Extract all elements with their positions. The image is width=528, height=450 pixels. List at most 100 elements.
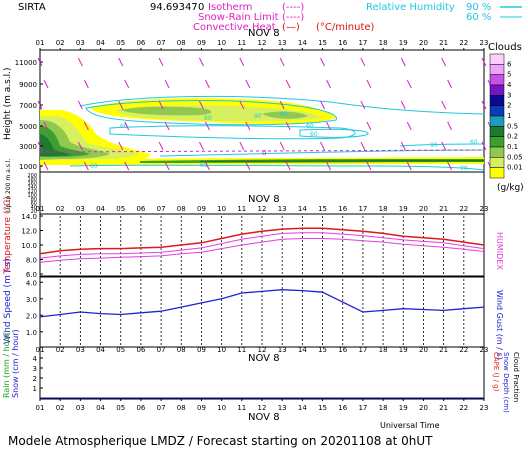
top-hour-08: 08 <box>177 39 186 47</box>
bottom-hour-23: 23 <box>480 404 489 412</box>
wind-arrow <box>400 100 406 110</box>
mid-hour-01: 01 <box>36 205 45 213</box>
wind-panel: 4.0 3.0 2.0 1.0 Wind Speed (m / s) Wind Gus… <box>3 258 504 360</box>
rh-label: 90 <box>430 142 438 149</box>
wind-arrow <box>326 79 331 89</box>
rain-hour-01: 01 <box>36 346 45 354</box>
wind-arrow <box>400 57 406 67</box>
cloud-fraction-ylabel: Cloud Fraction <box>512 352 520 402</box>
surface-tick-40: 40 <box>31 205 37 211</box>
bottom-hour-19: 19 <box>399 404 408 412</box>
bottom-hour-14: 14 <box>298 404 307 412</box>
wind-arrow <box>279 141 285 151</box>
wind-tick-4.0: 4.0 <box>26 279 37 287</box>
mid-hour-06: 06 <box>136 205 145 213</box>
wind-arrow <box>245 79 251 89</box>
top-hour-22: 22 <box>459 39 468 47</box>
rh-contour-90-upper <box>85 100 337 126</box>
rain-hour-21: 21 <box>439 346 448 354</box>
bottom-hour-11: 11 <box>237 404 246 412</box>
clouds-level-4: 4 <box>507 81 512 89</box>
bottom-hour-08: 08 <box>177 404 186 412</box>
clouds-legend: Clouds 6 5 4 3 2 1 0.5 0.2 0.1 0.05 0.01 (g/kg) <box>488 42 524 193</box>
mid-hour-02: 02 <box>56 205 65 213</box>
rain-hour-08: 08 <box>177 346 186 354</box>
surface-tick-120: 120 <box>27 189 37 195</box>
header: SIRTA 94.69347 0 Isotherm (----) Snow-Ra… <box>18 2 522 33</box>
date-label-bottom: NOV 8 <box>248 412 280 423</box>
station-name: SIRTA <box>18 2 46 13</box>
wind-arrow <box>447 79 453 89</box>
wind-arrow <box>360 57 366 67</box>
surface-tick-140: 140 <box>27 185 37 191</box>
wind-arrow <box>400 141 406 151</box>
rain-hour-10: 10 <box>217 346 226 354</box>
wind-arrow <box>199 57 204 67</box>
wind-arrow <box>245 161 251 171</box>
rain-hour-15: 15 <box>318 346 327 354</box>
station-coords: 94.69347 <box>150 2 198 13</box>
wind-arrow <box>320 100 325 110</box>
wind-arrow <box>239 57 245 67</box>
wind-arrow <box>285 161 291 171</box>
bottom-hour-09: 09 <box>197 404 206 412</box>
wind-arrow <box>320 141 325 151</box>
wind-tick-3.0: 3.0 <box>26 296 37 304</box>
clouds-swatch <box>489 115 505 127</box>
wind-arrow <box>77 141 83 151</box>
legend-convective-label: Convective Heat. <box>193 22 279 33</box>
height-ylabel: Height (m a.s.l.) <box>3 67 13 140</box>
wind-arrow <box>441 141 447 151</box>
rain-hour-09: 09 <box>197 346 206 354</box>
clouds-level-0.1: 0.1 <box>507 143 518 151</box>
temperature-series-0 <box>39 227 485 255</box>
isotherm-o-label: 0 <box>198 2 204 13</box>
surface-tick-200: 200 <box>27 173 37 179</box>
top-hour-18: 18 <box>379 39 388 47</box>
top-hour-02: 02 <box>56 39 65 47</box>
mid-hour-18: 18 <box>379 205 388 213</box>
rain-hour-03: 03 <box>76 346 85 354</box>
legend-rh-90: 90 % <box>466 2 491 13</box>
wind-grid <box>59 279 465 345</box>
mid-hour-20: 20 <box>419 205 428 213</box>
height-tick-1000: 1000 <box>19 163 37 171</box>
rain-hour-19: 19 <box>399 346 408 354</box>
isotherm-line <box>39 149 485 153</box>
wind-arrow <box>118 141 124 151</box>
height-tick-9000: 9000 <box>19 81 37 89</box>
wind-arrow <box>447 121 453 131</box>
rain-hour-06: 06 <box>136 346 145 354</box>
clouds-legend-swatches: 6 5 4 3 2 1 0.5 0.2 0.1 0.05 0.01 <box>489 53 523 179</box>
legend-convective-unit: (°C/minute) <box>316 22 375 33</box>
wind-arrow <box>481 57 487 67</box>
rh-label: 90 <box>280 111 288 118</box>
rain-hour-02: 02 <box>56 346 65 354</box>
top-hour-axis: 01 02 03 04 05 06 07 08 09 10 11 12 13 14 15 16 17 18 19 20… <box>36 39 488 50</box>
footer-title: Modele Atmospherique LMDZ / Forecast sta… <box>8 434 433 448</box>
clouds-level-6: 6 <box>507 60 512 68</box>
wind-arrow <box>366 79 372 89</box>
clouds-level-5: 5 <box>507 71 511 79</box>
bottom-hour-16: 16 <box>338 404 347 412</box>
cloud-contour-green-upper2 <box>262 111 308 119</box>
top-hour-14: 14 <box>298 39 307 47</box>
top-hour-11: 11 <box>237 39 246 47</box>
rain-tick-1: 1 <box>33 385 37 393</box>
wind-arrow <box>447 161 453 171</box>
bottom-hour-13: 13 <box>278 404 287 412</box>
height-tick-3000: 3000 <box>19 143 37 151</box>
legend-rh-60: 60 % <box>466 12 491 23</box>
rain-hour-20: 20 <box>419 346 428 354</box>
wind-arrow <box>83 79 89 89</box>
wind-arrow <box>406 79 412 89</box>
rh-label: 90 <box>204 115 212 122</box>
temperature-yaxis: 14.0 12.0 10.0 8.0 6.0 <box>21 213 43 279</box>
clouds-level-2: 2 <box>507 102 511 110</box>
bottom-hour-03: 03 <box>76 404 85 412</box>
bottom-hour-20: 20 <box>419 404 428 412</box>
rain-panel: 01 02 03 04 05 06 07 08 09 10 11 12 13 14 15 16 17 18 19 20… <box>2 329 520 413</box>
snow-ylabel: Snow (cm / hour) <box>11 329 20 398</box>
top-hour-16: 16 <box>338 39 347 47</box>
wind-arrow <box>406 121 412 131</box>
